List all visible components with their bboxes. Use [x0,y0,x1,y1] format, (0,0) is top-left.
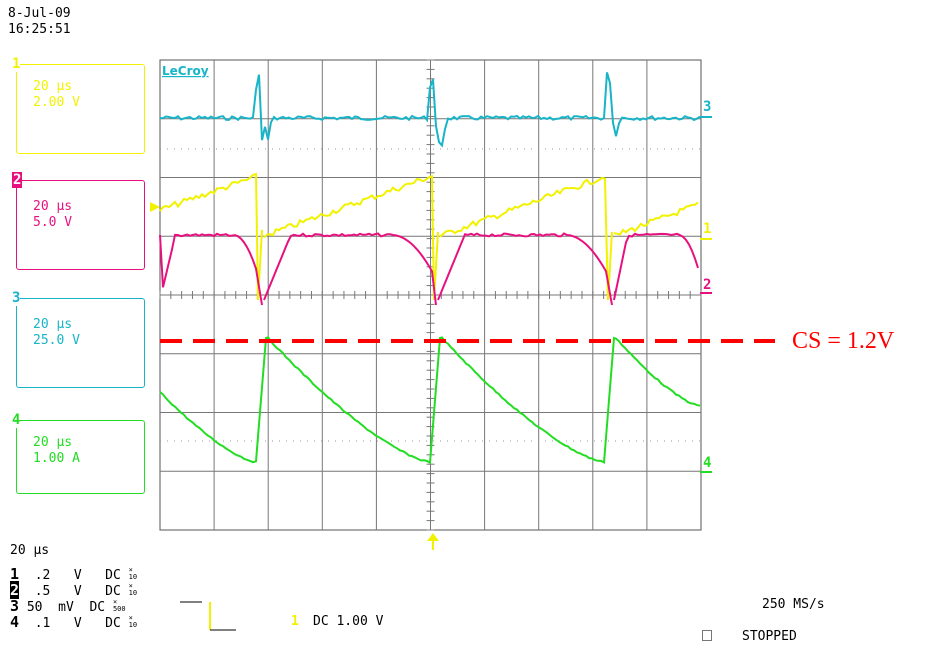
trace-marker-1: 1 [703,221,711,237]
trigger-edge-icon [180,601,236,631]
trigger-position-marker [427,533,439,541]
channel-1-box[interactable]: 1 20 μs 2.00 V [12,56,145,154]
settings-row-1: 1 .2 V DC × 10 [10,565,138,583]
acquisition-status: STOPPED [742,629,797,644]
lecroy-logo: LeCroy [162,64,209,78]
channel-4-number: 4 [12,412,21,428]
trigger-source: 1 [291,614,299,629]
timestamp: 8-Jul-09 16:25:51 [8,6,71,38]
channel-2-number: 2 [12,172,23,188]
channel-4-timebase: 20 μs [33,435,73,450]
channel-1-timebase: 20 μs [33,79,73,94]
trigger-level: DC 1.00 V [313,614,384,629]
trigger-level-marker [150,202,160,212]
channel-3-timebase: 20 μs [33,317,73,332]
trace-marker-3: 3 [703,99,711,115]
status-checkbox[interactable] [702,630,712,641]
channel-2-timebase: 20 μs [33,199,73,214]
channel-4-box[interactable]: 4 20 μs 1.00 A [12,412,145,494]
channel-3-box[interactable]: 3 20 μs 25.0 V [12,290,145,388]
trace-channel-4 [159,336,701,465]
channel-2-box[interactable]: 2 20 μs 5.0 V [12,172,145,270]
channel-1-scale: 2.00 V [33,95,80,110]
trace-channel-2 [159,232,699,306]
channel-3-number: 3 [12,290,21,306]
channel-2-scale: 5.0 V [33,215,73,230]
sample-rate: 250 MS/s [762,597,825,612]
cs-threshold-annotation: CS = 1.2V [792,328,895,354]
settings-row-2: 2 .5 V DC × 10 [10,581,138,599]
channel-1-number: 1 [12,56,21,72]
trace-channel-1 [159,172,699,301]
channel-4-scale: 1.00 A [33,451,80,466]
channel-3-scale: 25.0 V [33,333,80,348]
settings-row-4: 4 .1 V DC × 10 [10,613,138,631]
bottom-timebase: 20 μs [10,543,50,558]
settings-row-3: 3 50 mV DC × 500 [10,597,126,615]
time-label: 16:25:51 [8,22,71,37]
date-label: 8-Jul-09 [8,6,71,21]
trace-marker-4: 4 [703,455,711,471]
trace-marker-2: 2 [703,277,711,293]
trace-channel-3 [159,72,701,148]
